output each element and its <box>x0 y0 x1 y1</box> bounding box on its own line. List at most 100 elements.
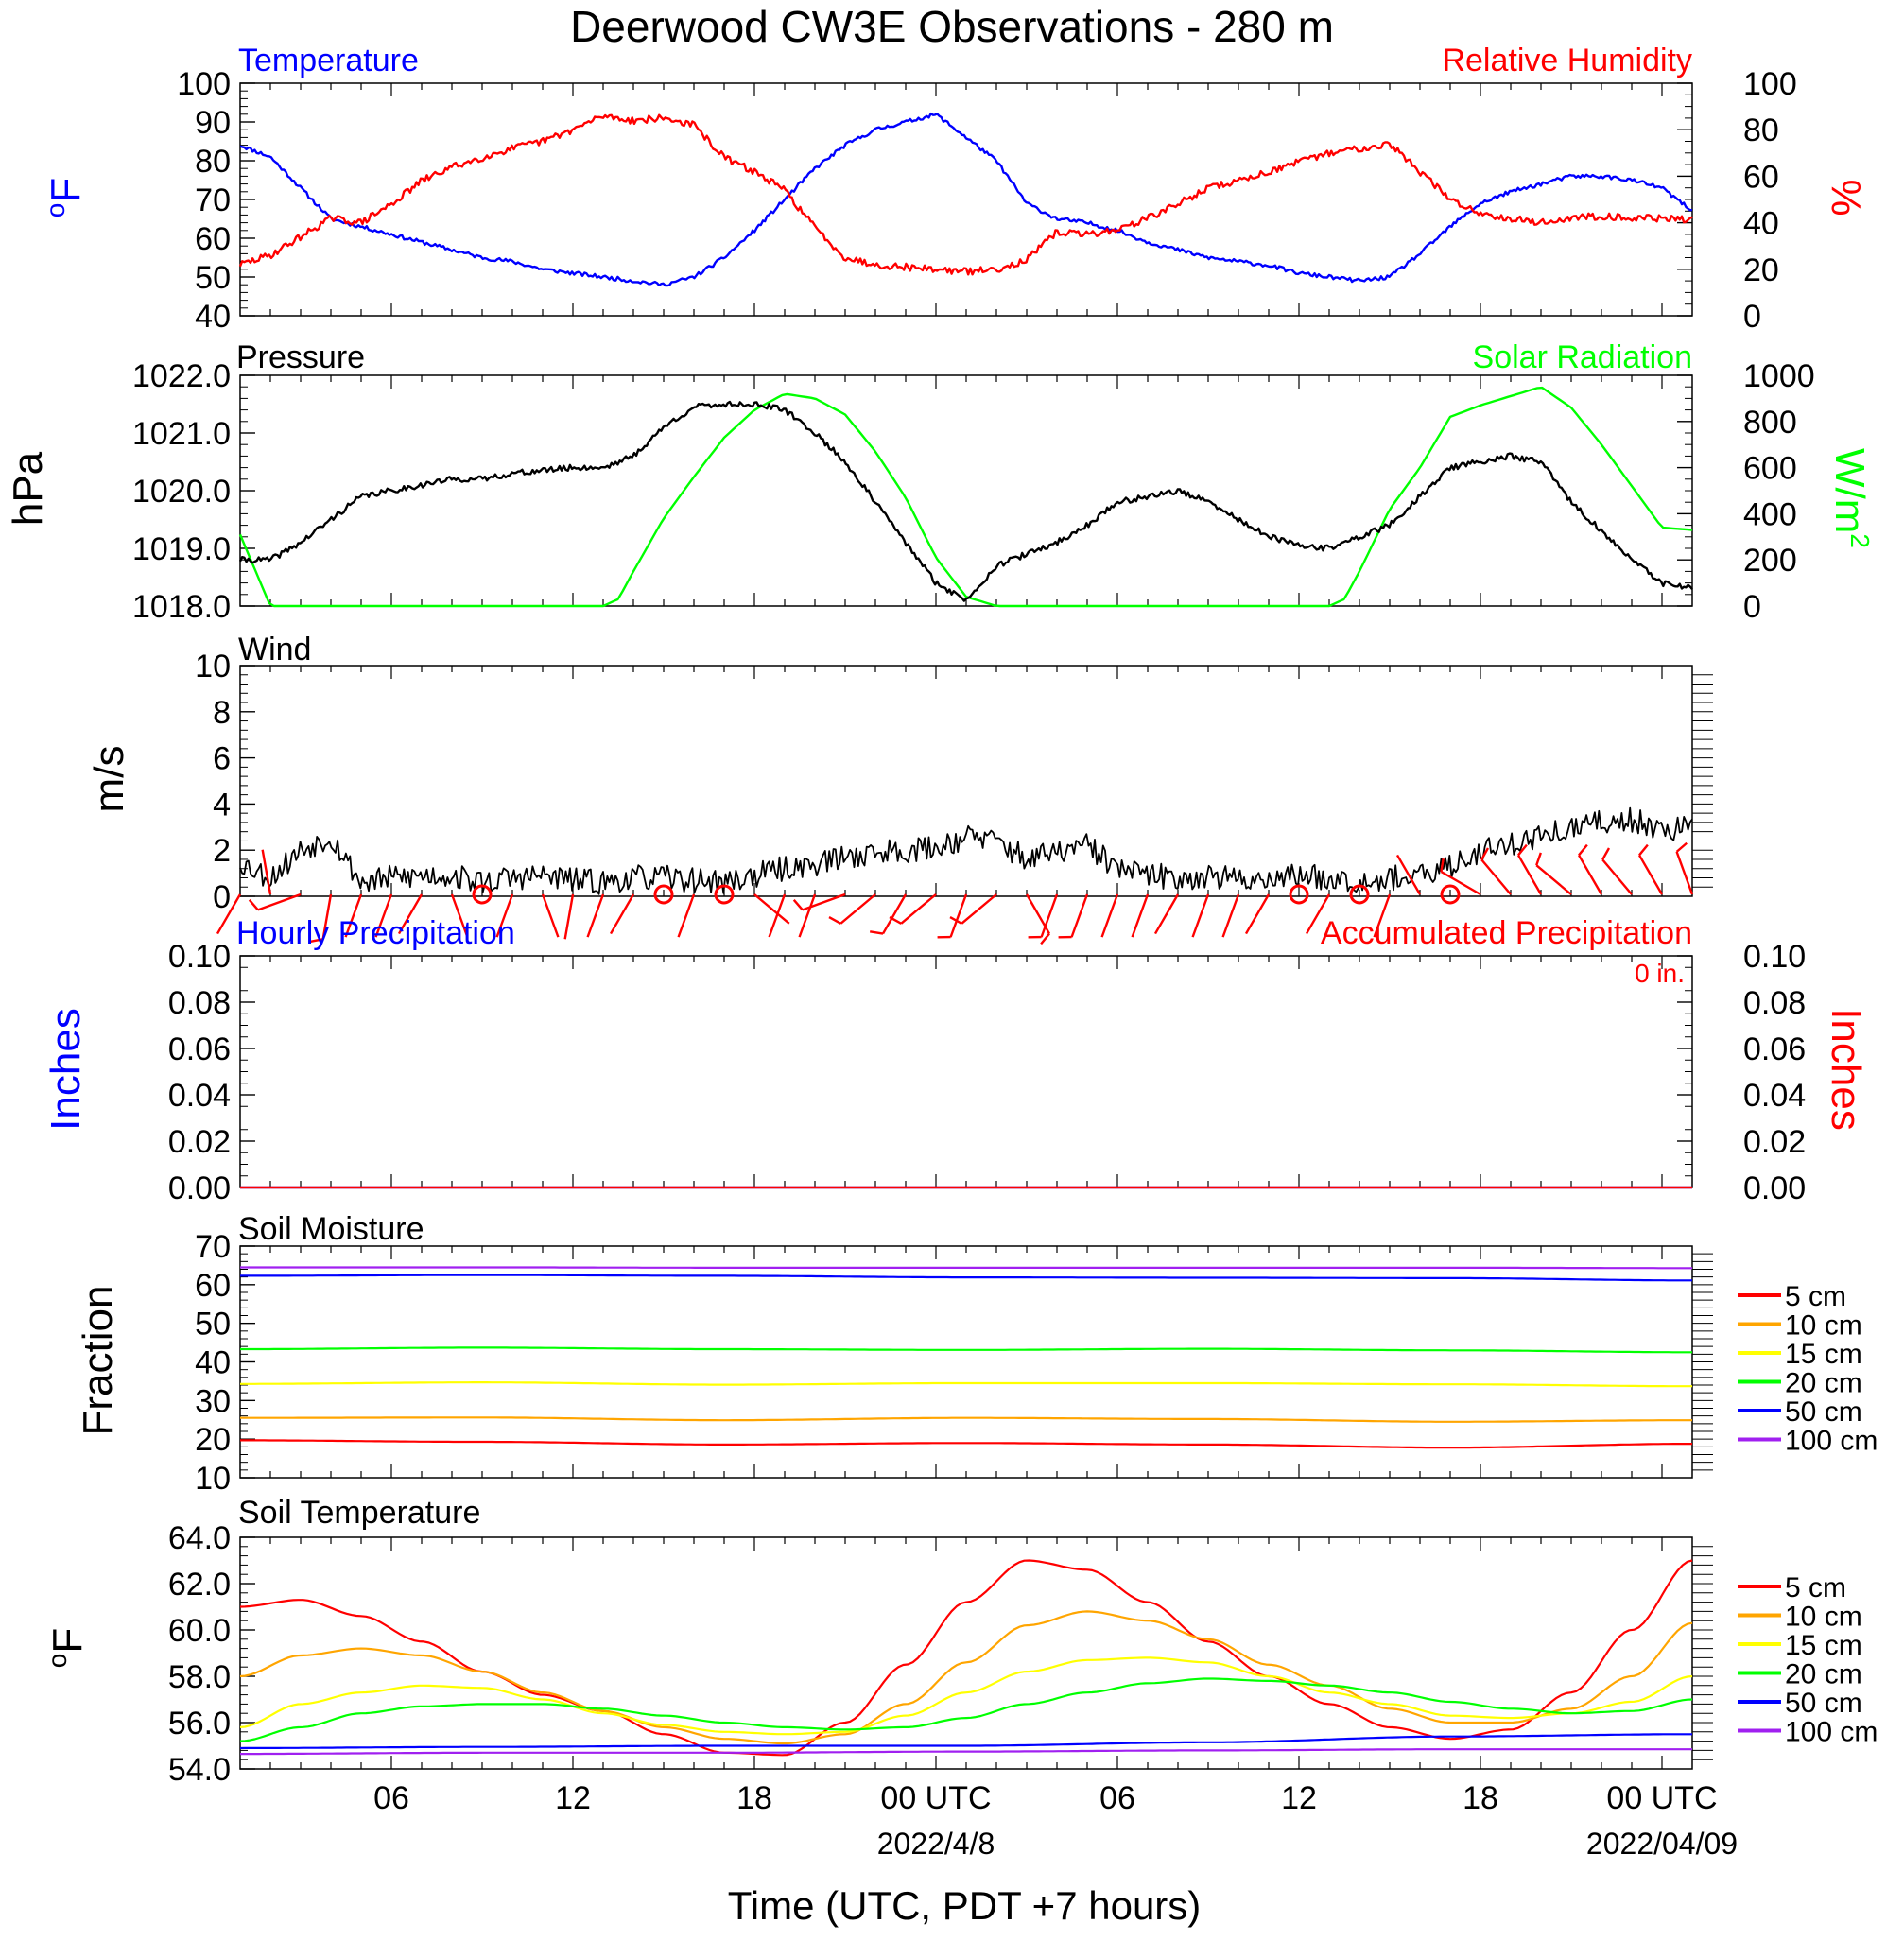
solar-axis-tick-label: 400 <box>1743 496 1797 532</box>
wind-barb-flag <box>1601 847 1611 860</box>
time-tick-label: 06 <box>373 1780 409 1816</box>
wind-barb-flag <box>1480 847 1490 860</box>
wind-barb <box>261 849 272 895</box>
wind-barb <box>541 893 560 938</box>
wind-barb <box>216 893 242 935</box>
soil-temperature-title: Soil Temperature <box>238 1495 480 1531</box>
series-line-20-cm <box>239 1677 1693 1742</box>
pressure-axis-tick-label: 1019.0 <box>132 531 231 567</box>
wind-axis-tick-label: 6 <box>213 741 231 777</box>
pressure-axis-tick-label: 1021.0 <box>132 416 231 452</box>
soil-temperature-unit-label: oF <box>43 1628 91 1668</box>
pressure-title: Pressure <box>236 339 365 375</box>
time-tick-label: 12 <box>1281 1780 1317 1816</box>
hourly-precip-axis-tick-label: 0.04 <box>168 1078 231 1114</box>
hourly-precip-unit-label: Inches <box>43 1008 89 1131</box>
series-line-temperature <box>239 112 1693 287</box>
wind-barb-flag <box>1040 932 1050 945</box>
precipitation-panel-frame <box>239 955 1693 1188</box>
solar-title: Solar Radiation <box>1473 339 1692 375</box>
soil-temperature-axis-tick-label: 62.0 <box>168 1567 231 1603</box>
wind-barb-flag <box>1578 843 1588 857</box>
series-line-50-cm <box>240 1274 1692 1282</box>
solar-axis-tick-label: 600 <box>1743 451 1797 487</box>
wind-axis-tick-label: 8 <box>213 695 231 731</box>
wind-barb <box>1637 854 1664 895</box>
wind-barb <box>1040 893 1059 938</box>
wind-axis-tick-label: 2 <box>213 833 231 869</box>
wind-barb <box>1100 893 1119 938</box>
chart-title: Deerwood CW3E Observations - 280 m <box>570 2 1334 51</box>
wind-title: Wind <box>238 632 311 667</box>
humidity-axis-tick-label: 0 <box>1743 299 1761 335</box>
wind-barb <box>397 893 424 935</box>
legend-label: 100 cm <box>1785 1717 1878 1748</box>
temperature-axis-tick-label: 50 <box>195 260 231 296</box>
wind-barb <box>1131 893 1150 938</box>
wind-barb <box>802 893 846 911</box>
wind-barb <box>900 893 937 925</box>
wind-barb <box>1395 854 1422 895</box>
wind-barb <box>677 893 696 938</box>
temperature-axis-tick-label: 70 <box>195 182 231 218</box>
hourly-precip-axis-tick-label: 0.08 <box>168 985 231 1021</box>
series-line-pressure <box>238 400 1693 602</box>
temperature-axis-tick-label: 60 <box>195 221 231 257</box>
calm-wind-circle <box>472 884 493 905</box>
legend-label: 5 cm <box>1785 1281 1846 1312</box>
wind-barb-flag <box>792 899 804 911</box>
temperature-axis-tick-label: 80 <box>195 144 231 180</box>
series-line-5-cm <box>239 1559 1693 1757</box>
soil-temperature-axis-tick-label: 64.0 <box>168 1520 231 1556</box>
accum-precip-title: Accumulated Precipitation <box>1321 915 1692 951</box>
legend-label: 15 cm <box>1785 1630 1862 1661</box>
soil-moisture-axis-tick-label: 70 <box>195 1229 231 1265</box>
soil-moisture-axis-tick-label: 30 <box>195 1383 231 1419</box>
accum-precip-unit-label: Inches <box>1823 1008 1869 1131</box>
accum-precip-axis-tick-label: 0.00 <box>1743 1170 1806 1206</box>
precipitation-panel: Hourly Precipitation Accumulated Precipi… <box>43 915 1869 1206</box>
pressure-solar-panel: Pressure Solar Radiation hPa W/m2 1018.0… <box>5 339 1875 625</box>
soil-moisture-unit-label: Fraction <box>75 1286 121 1436</box>
wind-barb <box>949 893 968 938</box>
wind-barb <box>1577 854 1603 895</box>
wind-barb-flag <box>1675 841 1688 853</box>
wind-barb <box>563 893 575 940</box>
hourly-precip-axis-tick-label: 0.02 <box>168 1124 231 1160</box>
wind-barb <box>1305 893 1331 935</box>
humidity-title: Relative Humidity <box>1442 43 1692 78</box>
temperature-humidity-panel: Temperature Relative Humidity oF % 40506… <box>41 43 1869 335</box>
series-line-100-cm <box>240 1266 1692 1270</box>
humidity-axis-tick-label: 40 <box>1743 206 1779 242</box>
wind-barb <box>1480 858 1512 895</box>
pressure-axis-tick-label: 1018.0 <box>132 589 231 625</box>
solar-axis-tick-label: 1000 <box>1743 358 1815 394</box>
soil-temperature-axis-tick-label: 60.0 <box>168 1613 231 1649</box>
wind-barb-flag <box>1440 858 1445 873</box>
series-line-10-cm <box>239 1610 1693 1745</box>
soil-temperature-axis-tick-label: 58.0 <box>168 1659 231 1695</box>
calm-wind-circle <box>1349 884 1370 905</box>
humidity-unit-label: % <box>1823 179 1869 216</box>
solar-axis-tick-label: 0 <box>1743 589 1761 625</box>
wind-barb-flag <box>1638 843 1649 857</box>
wind-barb <box>768 893 787 938</box>
wind-barb <box>881 893 908 935</box>
soil-moisture-axis-tick-label: 40 <box>195 1345 231 1381</box>
soil-moisture-axis-tick-label: 60 <box>195 1268 231 1304</box>
wind-barb-flag <box>1535 852 1542 866</box>
series-line-relative-humidity <box>238 113 1693 276</box>
legend-label: 20 cm <box>1785 1659 1862 1690</box>
legend-label: 10 cm <box>1785 1602 1862 1633</box>
humidity-axis-tick-label: 80 <box>1743 113 1779 148</box>
wind-barb <box>839 893 876 925</box>
wind-barb <box>1675 851 1694 895</box>
wind-barb <box>961 893 997 925</box>
soil-temperature-axis-tick-label: 54.0 <box>168 1752 231 1788</box>
wind-barb <box>374 893 393 938</box>
time-axis: 06 12 18 00 UTC 06 12 18 00 UTC 2022/4/8 2022/04/… <box>373 1780 1738 1861</box>
pressure-unit-label: hPa <box>5 451 51 526</box>
wind-barb <box>1070 893 1089 938</box>
wind-barb <box>1191 893 1210 938</box>
